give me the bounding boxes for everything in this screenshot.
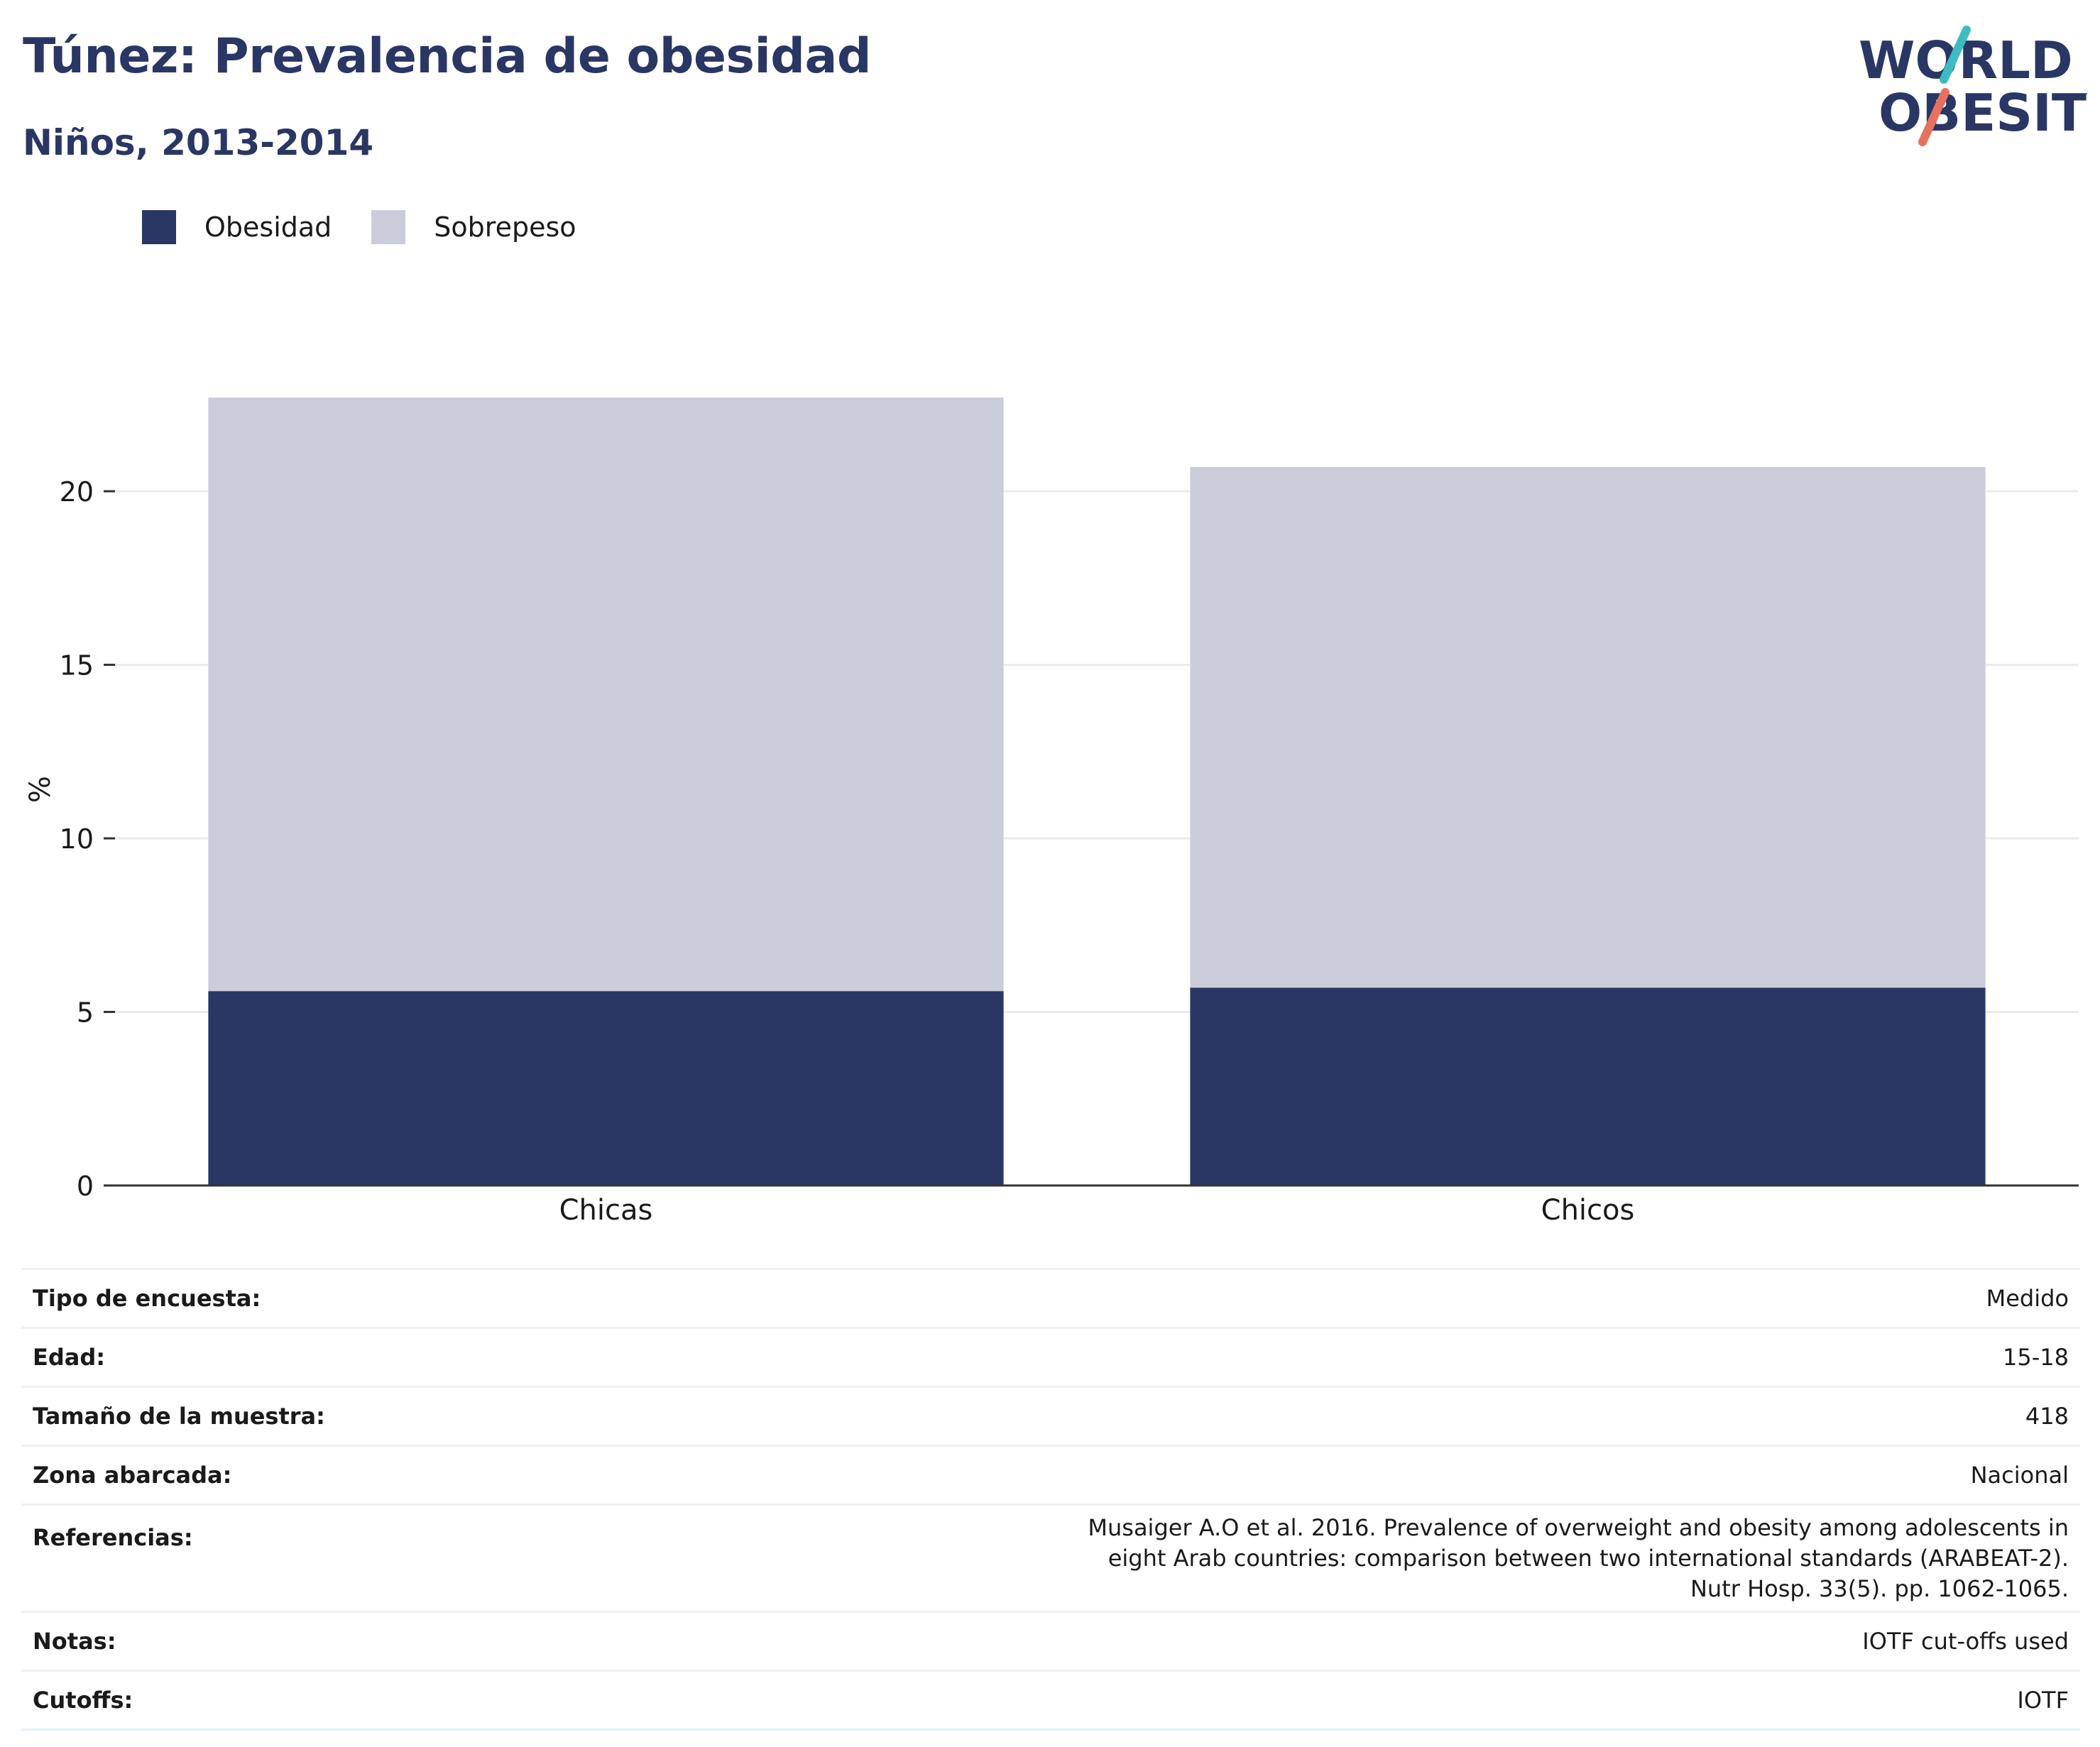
x-tick-label: Chicos	[1541, 1194, 1635, 1227]
metadata-label: Notas:	[21, 1611, 541, 1671]
metadata-label: Tipo de encuesta:	[21, 1268, 541, 1328]
legend-swatch-overweight	[371, 210, 406, 244]
bar-overweight-chicas	[208, 398, 1004, 992]
metadata-label: Tamaño de la muestra:	[21, 1386, 541, 1446]
metadata-label: Referencias:	[21, 1504, 541, 1612]
metadata-row-notes: Notas: IOTF cut-offs used	[21, 1611, 2080, 1671]
logo-word-obesity: OBESITY	[1878, 83, 2087, 143]
metadata-value: IOTF cut-offs used	[541, 1611, 2080, 1671]
legend-label-overweight: Sobrepeso	[434, 212, 576, 243]
x-tick-label: Chicas	[559, 1194, 653, 1227]
metadata-value: Musaiger A.O et al. 2016. Prevalence of …	[541, 1504, 2080, 1612]
logo-slash-coral	[1918, 88, 1949, 146]
world-obesity-logo: WORLD OBESITY	[1859, 26, 2087, 146]
metadata-label: Edad:	[21, 1327, 541, 1387]
legend-item-obesity[interactable]: Obesidad	[142, 210, 332, 244]
chart-subtitle: Niños, 2013-2014	[23, 122, 374, 163]
metadata-row-area: Zona abarcada: Nacional	[21, 1445, 2080, 1505]
y-tick-label: 10	[60, 823, 94, 855]
bar-overweight-chicos	[1190, 466, 1986, 988]
y-tick-label: 20	[60, 476, 94, 508]
metadata-row-age: Edad: 15-18	[21, 1327, 2080, 1387]
legend-label-obesity: Obesidad	[204, 212, 332, 243]
legend-swatch-obesity	[142, 210, 176, 244]
metadata-value: 15-18	[541, 1327, 2080, 1387]
metadata-label: Cutoffs:	[21, 1670, 541, 1731]
metadata-value: IOTF	[541, 1670, 2080, 1731]
metadata-row-cutoffs: Cutoffs: IOTF	[21, 1670, 2080, 1731]
metadata-row-sample-size: Tamaño de la muestra: 418	[21, 1386, 2080, 1446]
y-tick-label: 0	[77, 1171, 94, 1202]
bar-obesity-chicos	[1190, 987, 1986, 1185]
y-tick-label: 15	[60, 650, 94, 681]
bar-obesity-chicas	[208, 991, 1004, 1185]
chart-legend: Obesidad Sobrepeso	[142, 210, 616, 244]
metadata-value: 418	[541, 1386, 2080, 1446]
metadata-row-survey-type: Tipo de encuesta: Medido	[21, 1268, 2080, 1328]
metadata-value: Nacional	[541, 1445, 2080, 1505]
legend-item-overweight[interactable]: Sobrepeso	[371, 210, 576, 244]
metadata-label: Zona abarcada:	[21, 1445, 541, 1505]
y-tick-label: 5	[77, 997, 94, 1029]
metadata-value: Medido	[541, 1268, 2080, 1328]
chart-title: Túnez: Prevalencia de obesidad	[23, 28, 872, 84]
logo-slash-teal	[1940, 26, 1971, 84]
y-axis-title: %	[24, 776, 57, 803]
stacked-bar-chart: 0 5 10 15 20% Chicas Chicos	[24, 398, 2079, 1227]
metadata-row-references: Referencias: Musaiger A.O et al. 2016. P…	[21, 1504, 2080, 1612]
survey-metadata-table: Tipo de encuesta: Medido Edad: 15-18 Tam…	[21, 1268, 2080, 1731]
